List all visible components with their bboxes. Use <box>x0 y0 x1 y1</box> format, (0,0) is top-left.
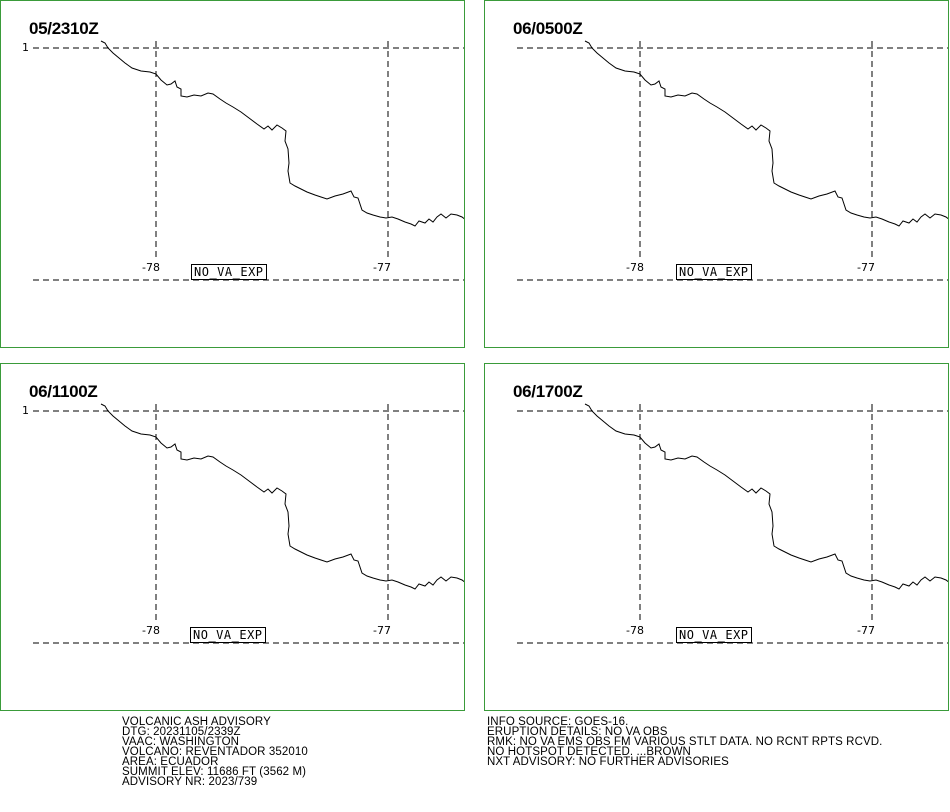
valid-time-label: 06/1100Z <box>29 382 98 401</box>
longitude-label-east: -77 <box>857 261 875 274</box>
advisory-number: ADVISORY NR: 2023/739 <box>122 776 258 788</box>
advisory-area: AREA: ECUADOR <box>122 756 219 768</box>
map-graphics <box>33 403 464 644</box>
advisory-dtg: DTG: 20231105/2339Z <box>122 726 241 738</box>
map-panel-3: 06/1100Z 1 -78 -77 NO_VA_EXP <box>0 363 465 711</box>
latitude-label: 1 <box>22 404 29 417</box>
longitude-label-west: -78 <box>142 261 160 274</box>
advisory-summit-elev: SUMMIT ELEV: 11686 FT (3562 M) <box>122 766 307 778</box>
map-panel-1: 05/2310Z 1 -78 -77 NO_VA_EXP <box>0 0 465 348</box>
advisory-vaac: VAAC: WASHINGTON <box>122 736 240 748</box>
advisory-details-left: VOLCANIC ASH ADVISORY DTG: 20231105/2339… <box>122 716 308 788</box>
longitude-label-east: -77 <box>373 624 391 637</box>
map-panel-2: 06/0500Z -78 -77 NO_VA_EXP <box>484 0 949 348</box>
boundary-line <box>584 403 948 590</box>
advisory-title: VOLCANIC ASH ADVISORY <box>122 716 271 728</box>
advisory-eruption-details: ERUPTION DETAILS: NO VA OBS <box>487 726 668 738</box>
boundary-line <box>584 40 948 227</box>
latitude-label: 1 <box>22 41 29 54</box>
valid-time-label: 06/1700Z <box>513 382 583 401</box>
advisory-remarks: RMK: NO VA EMS OBS FM VARIOUS STLT DATA.… <box>487 736 883 748</box>
longitude-label-east: -77 <box>857 624 875 637</box>
ash-status-box: NO_VA_EXP <box>676 627 752 643</box>
ash-status-box: NO_VA_EXP <box>676 264 752 280</box>
advisory-hotspot: NO HOTSPOT DETECTED. ...BROWN <box>487 746 691 758</box>
advisory-volcano: VOLCANO: REVENTADOR 352010 <box>122 746 308 758</box>
longitude-label-west: -78 <box>626 624 644 637</box>
advisory-info-source: INFO SOURCE: GOES-16. <box>487 716 629 728</box>
valid-time-label: 06/0500Z <box>513 19 583 38</box>
map-graphics <box>517 403 948 644</box>
map-panel-4: 06/1700Z -78 -77 NO_VA_EXP <box>484 363 949 711</box>
longitude-label-west: -78 <box>626 261 644 274</box>
map-graphics <box>517 40 948 281</box>
longitude-label-east: -77 <box>373 261 391 274</box>
advisory-next: NXT ADVISORY: NO FURTHER ADVISORIES <box>487 756 729 768</box>
valid-time-label: 05/2310Z <box>29 19 99 38</box>
boundary-line <box>100 403 464 590</box>
longitude-label-west: -78 <box>142 624 160 637</box>
map-graphics <box>33 40 464 281</box>
advisory-details-right: INFO SOURCE: GOES-16. ERUPTION DETAILS: … <box>487 716 883 768</box>
ash-status-box: NO_VA_EXP <box>190 627 266 643</box>
ash-status-box: NO_VA_EXP <box>191 264 267 280</box>
boundary-line <box>100 40 464 227</box>
